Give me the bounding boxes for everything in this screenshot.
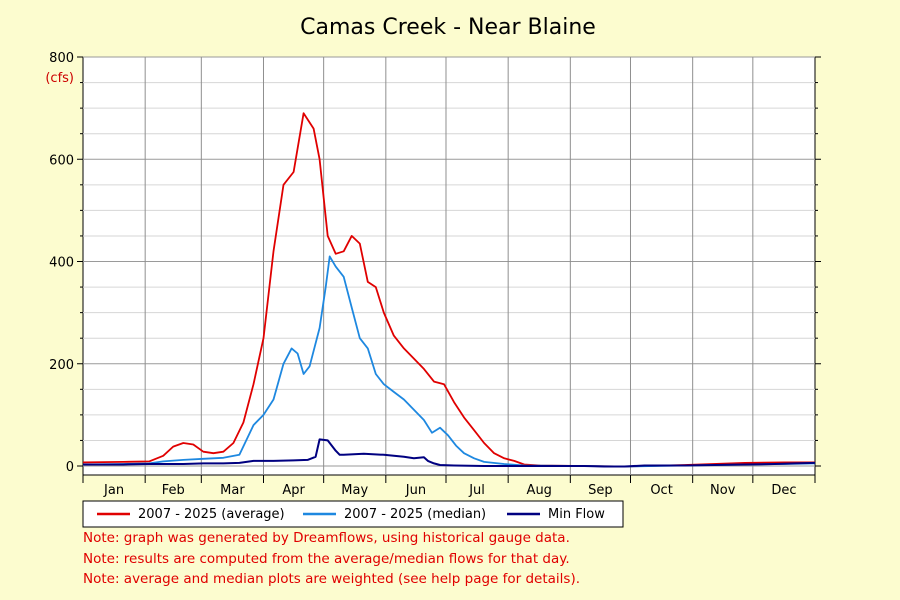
legend-label-median: 2007 - 2025 (median)	[344, 507, 486, 522]
note-line: Note: results are computed from the aver…	[83, 550, 570, 567]
y-axis-unit-label: (cfs)	[45, 71, 74, 86]
plot-area	[82, 56, 816, 476]
x-tick-label: Nov	[710, 483, 736, 498]
x-tick-label: May	[341, 483, 368, 498]
y-tick-label: 200	[49, 358, 74, 373]
y-tick-label: 600	[49, 153, 74, 168]
x-tick-label: Mar	[220, 483, 245, 498]
x-tick-label: Aug	[527, 483, 552, 498]
x-tick-label: Apr	[282, 483, 305, 498]
series-median-line	[82, 255, 816, 468]
note-line: Note: graph was generated by Dreamflows,…	[83, 530, 570, 546]
axis-ticks: 0 200 400 600 800 Jan Feb Mar Apr May Jun Jul Aug Sep…	[49, 51, 821, 498]
series-average-line	[82, 112, 815, 468]
x-tick-label: Jun	[405, 483, 426, 498]
series-min-flow-line	[83, 438, 816, 468]
x-tick-label: Dec	[771, 483, 796, 498]
legend-label-min-flow: Min Flow	[548, 507, 605, 522]
legend: 2007 - 2025 (average) 2007 - 2025 (media…	[82, 500, 624, 528]
grid-layer	[83, 56, 815, 475]
note-line: Note: average and median plots are weigh…	[83, 571, 581, 587]
series-layer	[82, 112, 816, 468]
legend-label-average: 2007 - 2025 (average)	[138, 507, 285, 522]
x-tick-label: Sep	[588, 483, 613, 498]
y-tick-label: 0	[66, 460, 74, 475]
y-tick-label: 800	[49, 51, 74, 66]
x-tick-label: Feb	[162, 483, 185, 498]
x-tick-label: Jul	[468, 483, 485, 498]
chart-title: Camas Creek - Near Blaine	[300, 15, 596, 40]
x-tick-label: Oct	[650, 483, 672, 498]
x-tick-label: Jan	[103, 483, 124, 498]
notes-block: Note: graph was generated by Dreamflows,…	[83, 528, 580, 590]
y-tick-label: 400	[49, 256, 74, 271]
